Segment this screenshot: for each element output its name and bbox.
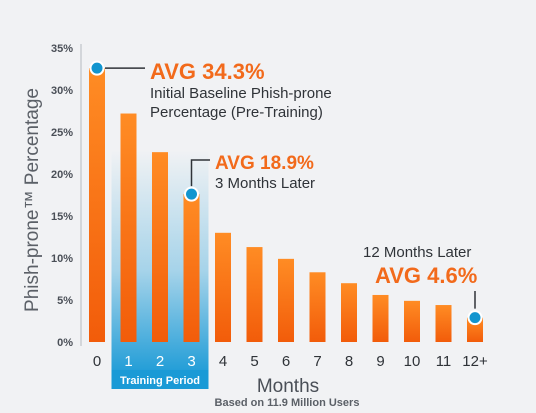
- bar-month-2: [152, 152, 168, 342]
- bar-month-4: [215, 232, 231, 342]
- leader-line-3-months: [190, 159, 210, 187]
- y-axis-label: Phish-prone™ Percentage: [22, 88, 43, 312]
- bar-month-7: [309, 272, 326, 342]
- x-tick-label: 7: [313, 353, 321, 370]
- y-tick-label: 15%: [51, 211, 73, 223]
- bar-month-11: [435, 305, 452, 342]
- marker-month-12+: [467, 310, 483, 326]
- y-tick-label: 35%: [51, 43, 73, 55]
- y-tick-label: 20%: [51, 169, 73, 181]
- annotation-leaders: [105, 67, 476, 309]
- y-tick-label: 25%: [51, 127, 73, 139]
- annotation-3-months-value: AVG 18.9%: [215, 153, 314, 174]
- x-axis-ticks: 0 1 2 3 4 5 6 7 8 9 10 11 12+: [93, 353, 488, 370]
- x-tick-label: 9: [376, 353, 384, 370]
- x-tick-label: 3: [187, 353, 195, 370]
- annotation-3-months-label: 3 Months Later: [215, 175, 315, 192]
- x-tick-label: 2: [156, 353, 164, 370]
- bar-month-1: [120, 113, 137, 343]
- x-tick-label: 11: [436, 353, 452, 370]
- y-axis-ticks: 0% 5% 10% 15% 20% 25% 30% 35%: [51, 43, 73, 349]
- marker-month-0: [89, 60, 105, 76]
- x-tick-label: 8: [345, 353, 353, 370]
- annotation-baseline-line-1: Initial Baseline Phish-prone: [150, 85, 332, 102]
- x-axis-label: Months: [257, 376, 319, 397]
- y-tick-label: 10%: [51, 253, 73, 265]
- footnote: Based on 11.9 Million Users: [215, 397, 360, 409]
- x-tick-label: 1: [124, 353, 132, 370]
- annotation-12-months-label: 12 Months Later: [363, 244, 471, 261]
- annotation-baseline-value: AVG 34.3%: [150, 59, 265, 84]
- bar-month-0: [89, 68, 105, 342]
- y-tick-label: 30%: [51, 85, 73, 97]
- x-tick-label: 10: [404, 353, 421, 370]
- bars: [89, 68, 483, 343]
- x-tick-label: 5: [250, 353, 258, 370]
- annotation-baseline-line-2: Percentage (Pre-Training): [150, 104, 323, 121]
- bar-month-8: [341, 283, 357, 342]
- annotation-12-months-value: AVG 4.6%: [375, 263, 477, 288]
- bar-month-5: [246, 247, 263, 342]
- bar-month-9: [372, 294, 389, 342]
- annotation-markers: [89, 60, 483, 326]
- bar-month-3: [183, 194, 200, 342]
- y-tick-label: 0%: [57, 337, 73, 349]
- training-period-label: Training Period: [120, 375, 200, 387]
- x-tick-label: 0: [93, 353, 101, 370]
- bar-month-6: [278, 258, 294, 342]
- training-period-label-box: [111, 370, 209, 389]
- marker-month-3: [184, 186, 199, 202]
- bar-month-10: [404, 300, 420, 342]
- y-tick-label: 5%: [57, 295, 73, 307]
- x-tick-label: 12+: [462, 353, 488, 370]
- x-tick-label: 4: [219, 353, 227, 370]
- x-tick-label: 6: [282, 353, 290, 370]
